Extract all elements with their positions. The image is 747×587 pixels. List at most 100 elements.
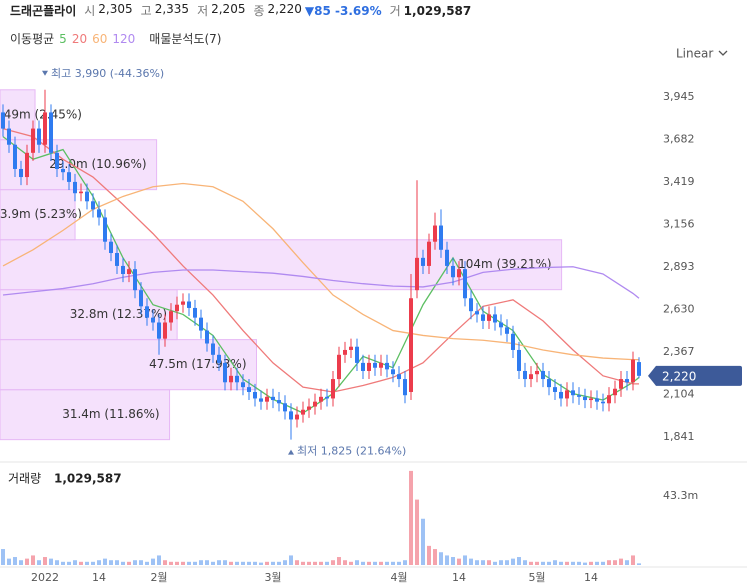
candle-body <box>319 396 323 402</box>
volume-profile-label: 6.49m (2.45%) <box>0 107 82 121</box>
candle-body <box>595 398 599 402</box>
volume-bar <box>283 560 287 565</box>
volume-bar <box>589 561 593 565</box>
volume-bar <box>625 560 629 565</box>
volume-bar <box>535 561 539 565</box>
volume-bar <box>511 558 515 565</box>
candle-body <box>235 375 239 383</box>
candle-body <box>7 128 11 145</box>
dropdown-chevron[interactable] <box>718 50 728 56</box>
volume-bar <box>451 557 455 565</box>
volume-bar <box>169 561 173 565</box>
candle-body <box>163 322 167 339</box>
volume-bar <box>457 558 461 565</box>
volume-bar <box>409 470 413 565</box>
volume-bar <box>439 552 443 565</box>
candle-body <box>121 265 125 275</box>
candle-body <box>559 391 563 399</box>
volume-bar <box>619 558 623 565</box>
y-tick-label: 2,104 <box>663 388 695 401</box>
volume-bar <box>523 560 527 565</box>
candle-body <box>499 322 503 328</box>
volume-bar <box>529 561 533 565</box>
x-tick-label: 3월 <box>264 571 281 584</box>
volume-bar <box>577 561 581 565</box>
candle-body <box>463 269 467 299</box>
volume-bar <box>337 557 341 565</box>
candle-body <box>133 269 137 291</box>
volume-bar <box>235 561 239 565</box>
candle-body <box>343 349 347 355</box>
candle-body <box>37 128 41 145</box>
volume-value: 1,029,587 <box>54 472 122 486</box>
candle-body <box>151 317 155 323</box>
ma-label[interactable]: 이동평균 <box>10 32 55 46</box>
volume-bar <box>61 561 65 565</box>
volume-bar <box>361 561 365 565</box>
volume-bar <box>247 561 251 565</box>
candle-body <box>505 327 509 334</box>
candle-body <box>91 201 95 210</box>
moving-average-line <box>2 266 640 299</box>
volume-bar <box>19 560 23 565</box>
volume-profile-label: 32.8m (12.37%) <box>70 307 167 321</box>
volume-bar <box>499 560 503 565</box>
volume-bar <box>301 561 305 565</box>
candle-body <box>103 217 107 242</box>
candle-body <box>379 362 383 368</box>
candle-body <box>313 401 317 407</box>
candle-body <box>211 343 215 355</box>
candle-body <box>25 152 29 178</box>
volume-bar <box>37 560 41 565</box>
volume-value: 1,029,587 <box>403 4 472 18</box>
scale-select[interactable]: Linear <box>676 47 713 61</box>
candle-body <box>529 374 533 380</box>
candle-body <box>337 354 341 380</box>
candle-body <box>145 306 149 318</box>
price-tag <box>648 365 742 386</box>
volume-bar <box>475 560 479 565</box>
candle-body <box>205 330 209 344</box>
volume-pane <box>1 470 641 565</box>
volume-bar <box>505 560 509 565</box>
volume-bar <box>175 561 179 565</box>
volume-bar <box>229 561 233 565</box>
candle-body <box>481 314 485 321</box>
volume-bar <box>217 560 221 565</box>
candle-body <box>193 307 197 318</box>
volume-profile-bar <box>0 239 563 291</box>
candle-body <box>283 403 287 412</box>
volume-bar <box>49 558 53 565</box>
y-tick-label: 2,630 <box>663 303 695 316</box>
candle-body <box>229 375 233 383</box>
field-value: 2,220 <box>267 2 302 16</box>
volume-bar <box>469 558 473 565</box>
annotation-label: 최저 1,825 (21.64%) <box>297 445 406 458</box>
candle-body <box>547 379 551 388</box>
volume-bar <box>193 561 197 565</box>
volume-bar <box>547 561 551 565</box>
volume-bar <box>397 561 401 565</box>
volume-bar <box>367 561 371 565</box>
volume-bar <box>595 561 599 565</box>
volume-bar <box>115 560 119 565</box>
volume-bar <box>205 560 209 565</box>
candle-body <box>13 144 17 169</box>
candle-body <box>139 290 143 307</box>
profile-label[interactable]: 매물분석도(7) <box>149 32 222 46</box>
candle-body <box>361 362 365 371</box>
ma-legend-item: 20 <box>71 32 88 46</box>
candle-body <box>613 388 617 396</box>
volume-bar <box>289 555 293 565</box>
candle-body <box>517 349 521 371</box>
volume-profile-bar <box>0 389 171 441</box>
price-tag-label: 2,220 <box>662 369 696 383</box>
volume-bar <box>157 555 161 565</box>
candle-body <box>427 241 431 266</box>
volume-bar <box>253 561 257 565</box>
volume-bar <box>133 560 137 565</box>
volume-bar <box>355 560 359 565</box>
candle-body <box>349 346 353 350</box>
volume-bar <box>601 561 605 565</box>
